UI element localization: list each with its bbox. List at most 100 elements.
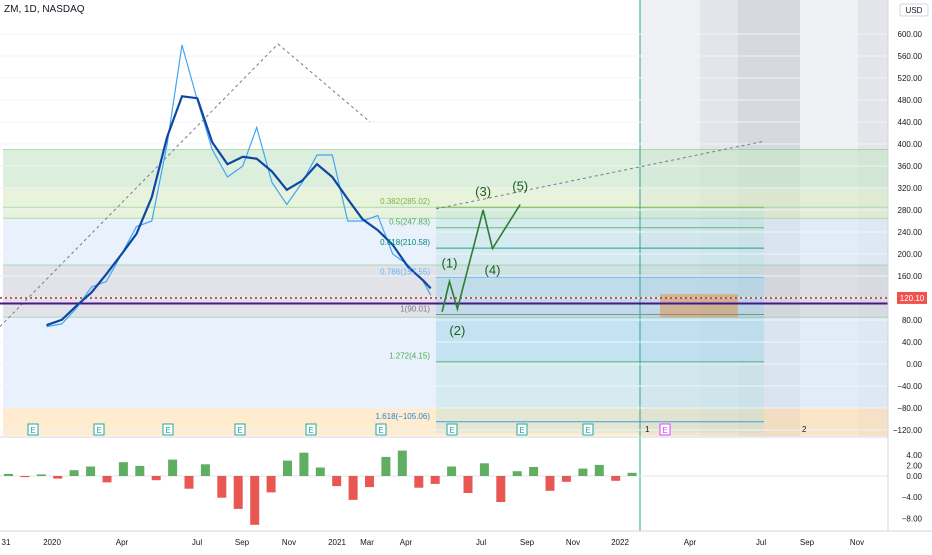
oscillator-bar bbox=[217, 476, 227, 498]
osc-tick: 0.00 bbox=[906, 472, 922, 481]
wave-label: (2) bbox=[449, 323, 465, 338]
price-tick: 320.00 bbox=[898, 184, 923, 193]
oscillator-bar bbox=[578, 468, 588, 476]
time-tick: 2022 bbox=[611, 538, 629, 547]
fib-label: 1.618(−105.06) bbox=[376, 412, 431, 421]
fib-band bbox=[3, 265, 888, 318]
oscillator-bar bbox=[53, 476, 63, 479]
oscillator-bar bbox=[512, 471, 522, 476]
price-tick: −120.00 bbox=[893, 426, 923, 435]
oscillator-bar bbox=[348, 476, 358, 500]
osc-tick: 2.00 bbox=[906, 461, 922, 470]
wave-label: (4) bbox=[485, 263, 501, 278]
wave-projection-line bbox=[441, 204, 521, 313]
time-tick: 2020 bbox=[43, 538, 61, 547]
earnings-marker-box bbox=[516, 423, 528, 436]
price-tick: 40.00 bbox=[902, 338, 923, 347]
fib-label: 0.382(285.02) bbox=[380, 197, 430, 206]
oscillator-bar bbox=[250, 476, 260, 525]
time-tick: Apr bbox=[116, 538, 129, 547]
oscillator-bar bbox=[561, 476, 571, 482]
time-tick: Apr bbox=[684, 538, 697, 547]
oscillator-bar bbox=[20, 476, 30, 478]
fib-label: 0.786(157.55) bbox=[380, 267, 430, 276]
earnings-marker-box bbox=[162, 423, 174, 436]
osc-tick: 4.00 bbox=[906, 451, 922, 460]
time-tick: Apr bbox=[400, 538, 413, 547]
oscillator-bar bbox=[168, 459, 178, 476]
fib-band bbox=[3, 218, 888, 265]
time-tick: Nov bbox=[282, 538, 296, 547]
oscillator-bar bbox=[430, 476, 440, 484]
fib-label: 0.618(210.58) bbox=[380, 238, 430, 247]
wave-label: (5) bbox=[512, 179, 528, 194]
oscillator-bar bbox=[611, 476, 621, 481]
wave-label: (1) bbox=[442, 256, 458, 271]
oscillator-bar bbox=[496, 476, 506, 502]
earnings-marker: E bbox=[662, 426, 667, 435]
last-price-label: 120.10 bbox=[900, 294, 925, 303]
price-tick: −40.00 bbox=[897, 382, 922, 391]
time-tick: Nov bbox=[566, 538, 580, 547]
oscillator-bar bbox=[135, 465, 145, 476]
price-tick: 240.00 bbox=[898, 228, 923, 237]
oscillator-bar bbox=[36, 474, 46, 476]
trend-dashed bbox=[0, 43, 279, 327]
moving-average-line bbox=[46, 95, 432, 327]
time-tick: Jul bbox=[476, 538, 486, 547]
oscillator-bar bbox=[266, 476, 276, 493]
earnings-marker-box bbox=[446, 423, 458, 436]
earnings-marker: E bbox=[585, 426, 590, 435]
price-tick: 360.00 bbox=[898, 162, 923, 171]
price-tick: 480.00 bbox=[898, 96, 923, 105]
oscillator-bar bbox=[545, 476, 555, 491]
price-tick: 160.00 bbox=[898, 272, 923, 281]
oscillator-bar bbox=[447, 466, 457, 476]
earnings-marker: E bbox=[30, 426, 35, 435]
earnings-marker-box bbox=[93, 423, 105, 436]
time-tick: Jul bbox=[192, 538, 202, 547]
price-line bbox=[46, 44, 432, 328]
oscillator-bar bbox=[381, 456, 391, 476]
time-tick: 31 bbox=[2, 538, 11, 547]
oscillator-bar bbox=[299, 452, 309, 476]
oscillator-bar bbox=[69, 470, 79, 476]
oscillator-bar bbox=[283, 460, 292, 476]
oscillator-bar bbox=[233, 476, 243, 509]
earnings-marker-box bbox=[582, 423, 594, 436]
time-tick: 2021 bbox=[328, 538, 346, 547]
wave-label: (3) bbox=[475, 184, 491, 199]
oscillator-bar bbox=[463, 476, 473, 493]
oscillator-bar bbox=[151, 476, 161, 481]
oscillator-bar bbox=[102, 476, 112, 483]
currency-box bbox=[899, 3, 929, 17]
price-tick: 560.00 bbox=[898, 52, 923, 61]
price-tick: 440.00 bbox=[898, 118, 923, 127]
earnings-marker: E bbox=[96, 426, 101, 435]
earnings-marker: E bbox=[449, 426, 454, 435]
oscillator-bar bbox=[200, 464, 210, 476]
earnings-marker-box bbox=[375, 423, 387, 436]
fib-label: 0.5(247.83) bbox=[389, 218, 430, 227]
oscillator-bar bbox=[332, 476, 342, 487]
oscillator-bar bbox=[397, 450, 407, 476]
bottom-label: 1 bbox=[645, 425, 650, 434]
trend-dashed bbox=[435, 140, 765, 210]
fib-band bbox=[3, 317, 888, 408]
time-tick: Sep bbox=[520, 538, 535, 547]
time-tick: Mar bbox=[360, 538, 374, 547]
earnings-marker: E bbox=[165, 426, 170, 435]
earnings-marker: E bbox=[308, 426, 313, 435]
oscillator-bar bbox=[315, 467, 325, 476]
price-tick: 520.00 bbox=[898, 74, 923, 83]
earnings-marker: E bbox=[237, 426, 242, 435]
price-tick: 200.00 bbox=[898, 250, 923, 259]
osc-tick: −4.00 bbox=[902, 493, 923, 502]
trend-dashed bbox=[277, 43, 371, 123]
currency-label: USD bbox=[906, 6, 923, 15]
price-tick: 400.00 bbox=[898, 140, 923, 149]
oscillator-bar bbox=[594, 464, 604, 476]
bottom-label: 2 bbox=[802, 425, 807, 434]
oscillator-bar bbox=[529, 467, 539, 476]
